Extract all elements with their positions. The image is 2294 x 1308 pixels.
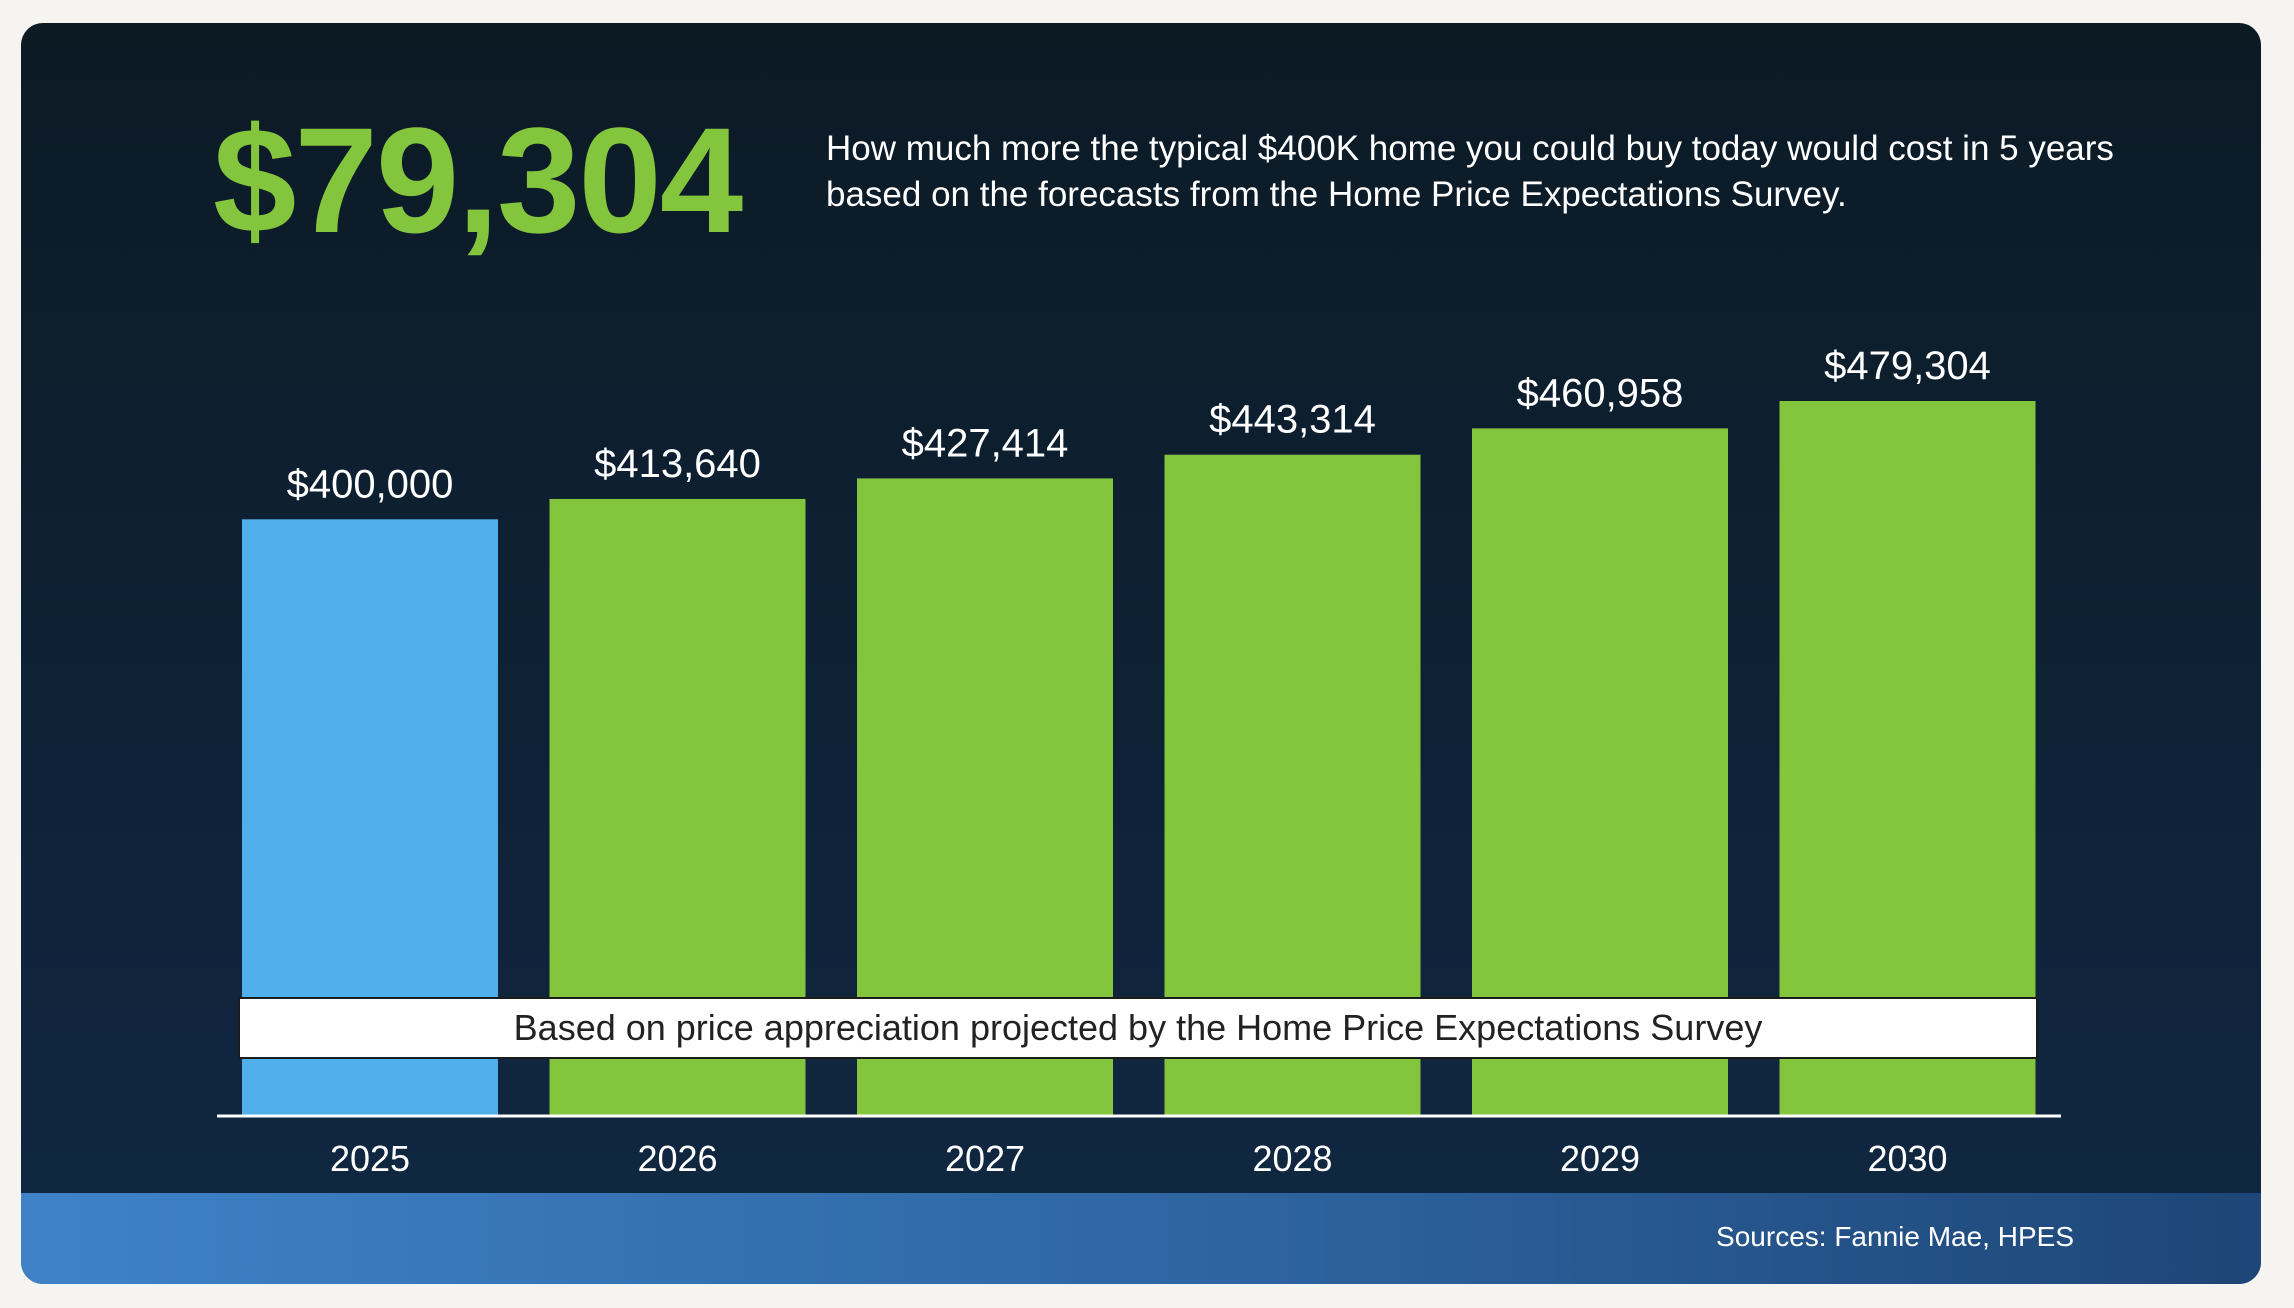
x-tick-label-2026: 2026 — [637, 1138, 717, 1179]
source-note: Sources: Fannie Mae, HPES — [1716, 1221, 2074, 1252]
x-tick-label-2028: 2028 — [1252, 1138, 1332, 1179]
headline-description: How much more the typical $400K home you… — [826, 129, 2114, 214]
data-label-2027: $427,414 — [902, 421, 1069, 465]
data-label-2029: $460,958 — [1517, 371, 1684, 415]
data-label-2030: $479,304 — [1824, 344, 1991, 388]
annotation-banner — [238, 997, 2038, 1059]
data-label-2025: $400,000 — [287, 462, 454, 506]
bar-chart: $400,000 2025 $413,640 2026 $427,414 2027 $443… — [217, 344, 2061, 1179]
x-tick-label-2030: 2030 — [1867, 1138, 1947, 1179]
x-tick-label-2027: 2027 — [945, 1138, 1025, 1179]
annotation-text: Based on price appreciation projected by… — [514, 1007, 1763, 1048]
bar-2030 — [1779, 401, 2036, 1116]
x-tick-label-2025: 2025 — [330, 1138, 410, 1179]
data-label-2028: $443,314 — [1209, 398, 1376, 442]
footer-band — [21, 1193, 2261, 1284]
headline-amount: $79,304 — [213, 96, 743, 264]
data-label-2026: $413,640 — [594, 442, 761, 486]
x-tick-label-2029: 2029 — [1560, 1138, 1640, 1179]
infographic-card: $79,304 How much more the typical $400K … — [21, 23, 2261, 1284]
